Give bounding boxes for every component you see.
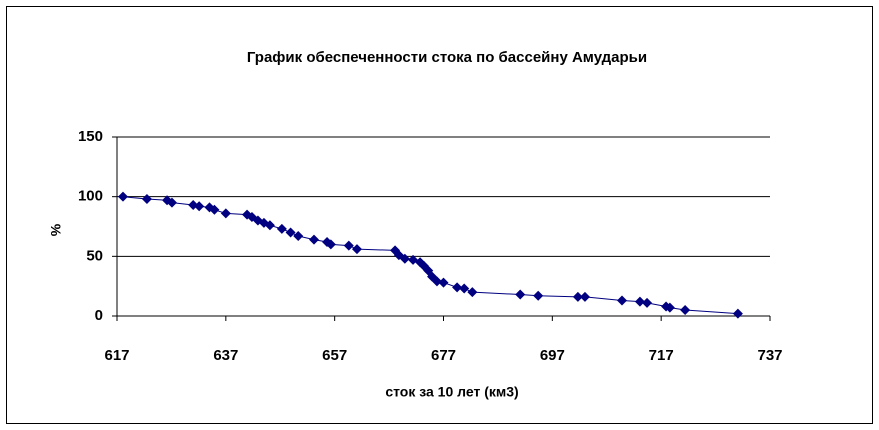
- data-point: [285, 227, 296, 238]
- data-point: [393, 250, 404, 261]
- data-point: [325, 239, 336, 250]
- data-point: [276, 223, 287, 234]
- data-point: [399, 253, 410, 264]
- data-point: [533, 290, 544, 301]
- data-point: [515, 289, 526, 300]
- data-point: [220, 208, 231, 219]
- y-tick-label: 50: [86, 247, 103, 264]
- x-tick-label: 697: [540, 347, 565, 364]
- data-point: [634, 296, 645, 307]
- data-point: [459, 283, 470, 294]
- data-point: [467, 287, 478, 298]
- y-tick-label: 100: [78, 188, 103, 205]
- data-point: [351, 244, 362, 255]
- y-tick-label: 0: [95, 307, 103, 324]
- data-point: [264, 220, 275, 231]
- data-point: [572, 291, 583, 302]
- x-tick-label: 657: [322, 347, 347, 364]
- y-tick-label: 150: [78, 128, 103, 145]
- data-point: [293, 231, 304, 242]
- data-point: [664, 302, 675, 313]
- data-point: [194, 201, 205, 212]
- data-point: [343, 240, 354, 251]
- data-point: [438, 277, 449, 288]
- data-point: [141, 194, 152, 205]
- chart-border: [6, 6, 873, 424]
- x-tick-label: 617: [104, 347, 129, 364]
- x-tick-label: 717: [649, 347, 674, 364]
- data-point: [166, 197, 177, 208]
- data-point: [209, 204, 220, 215]
- data-point: [452, 282, 463, 293]
- data-point: [642, 297, 653, 308]
- data-point: [616, 295, 627, 306]
- x-tick-label: 677: [431, 347, 456, 364]
- x-axis-label: сток за 10 лет (км3): [385, 384, 518, 400]
- x-tick-label: 637: [213, 347, 238, 364]
- data-point: [117, 191, 128, 202]
- y-axis-label: %: [48, 223, 64, 236]
- data-point: [579, 291, 590, 302]
- data-point: [431, 276, 442, 287]
- data-point: [680, 305, 691, 316]
- data-point: [732, 308, 743, 319]
- x-tick-label: 737: [757, 347, 782, 364]
- chart-title: График обеспеченности стока по бассейну …: [247, 49, 647, 66]
- data-point: [308, 234, 319, 245]
